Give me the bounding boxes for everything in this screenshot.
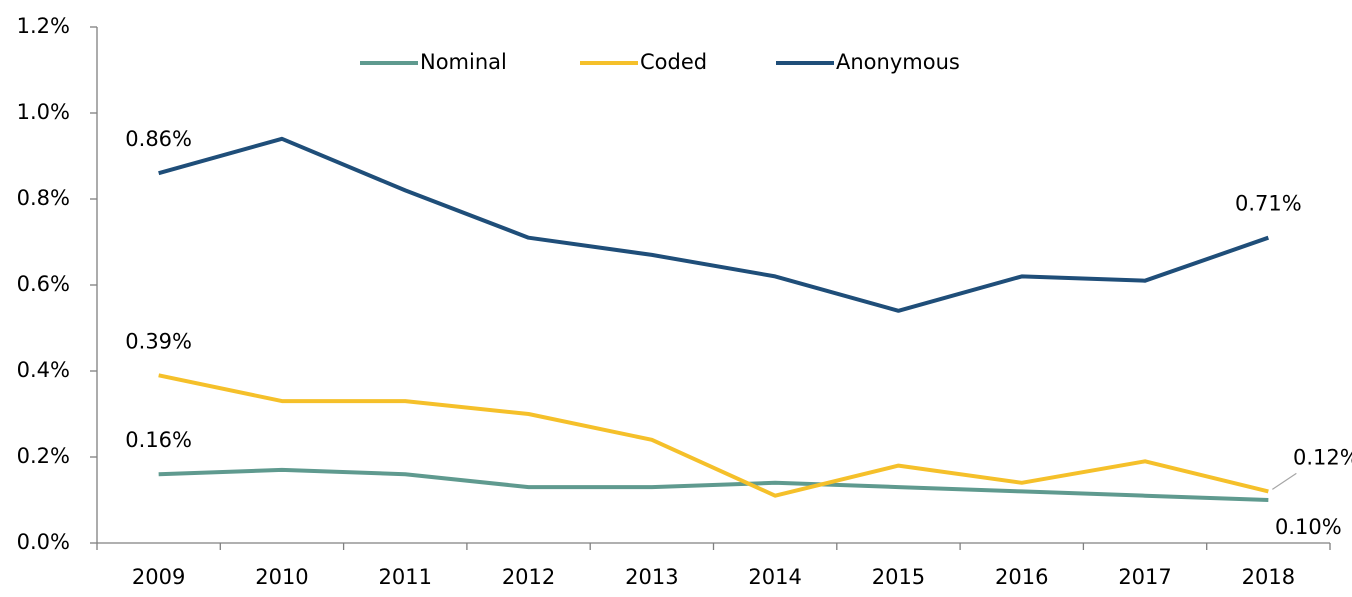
x-tick-label: 2016 — [995, 565, 1048, 589]
x-tick-label: 2012 — [502, 565, 555, 589]
y-tick-label: 1.0% — [17, 100, 70, 124]
y-tick-label: 0.2% — [17, 444, 70, 468]
x-tick-label: 2017 — [1118, 565, 1171, 589]
x-tick-label: 2011 — [379, 565, 432, 589]
data-label: 0.86% — [125, 127, 192, 151]
data-label: 0.71% — [1235, 192, 1302, 216]
data-label: 0.16% — [125, 428, 192, 452]
x-tick-label: 2018 — [1242, 565, 1295, 589]
x-tick-label: 2015 — [872, 565, 925, 589]
data-label: 0.12% — [1293, 445, 1352, 469]
legend-label: Nominal — [420, 50, 507, 74]
legend-label: Anonymous — [836, 50, 960, 74]
data-label: 0.10% — [1275, 515, 1342, 539]
x-tick-label: 2009 — [132, 565, 185, 589]
series-line — [158, 373, 1269, 498]
y-tick-label: 0.0% — [17, 530, 70, 554]
y-tick-label: 0.4% — [17, 358, 70, 382]
legend-label: Coded — [640, 50, 707, 74]
y-tick-label: 0.6% — [17, 272, 70, 296]
series-line — [158, 467, 1269, 502]
leader-line — [1272, 472, 1297, 490]
y-tick-label: 1.2% — [17, 14, 70, 38]
data-label: 0.39% — [125, 329, 192, 353]
y-tick-label: 0.8% — [17, 186, 70, 210]
x-tick-label: 2013 — [625, 565, 678, 589]
x-tick-label: 2014 — [748, 565, 801, 589]
x-tick-label: 2010 — [255, 565, 308, 589]
series-line — [158, 136, 1270, 313]
